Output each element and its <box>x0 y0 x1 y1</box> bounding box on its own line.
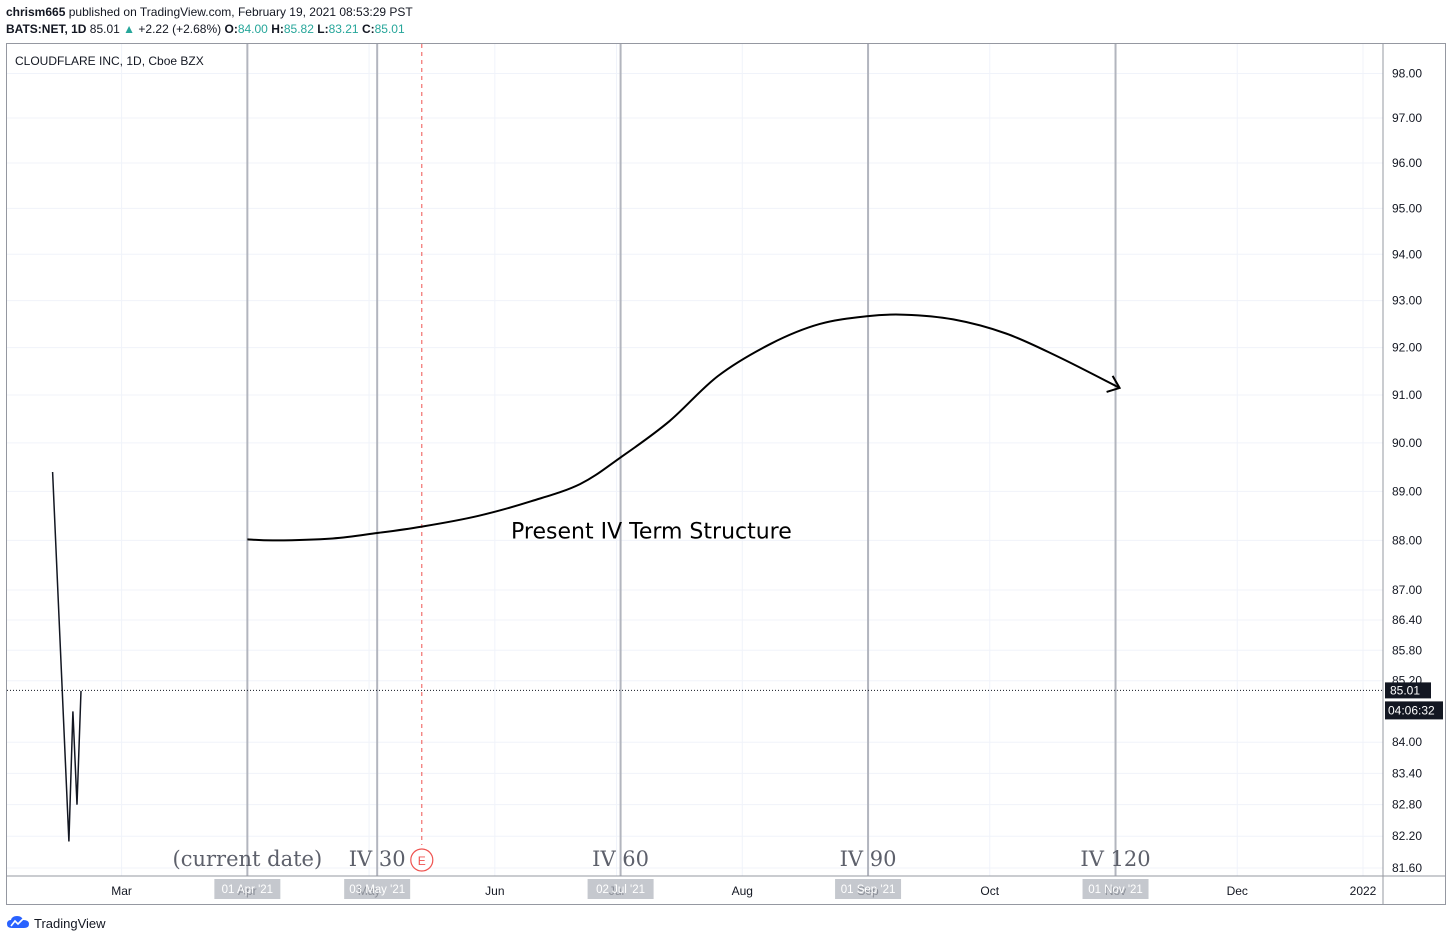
earnings-marker: E <box>410 44 434 872</box>
term-structure-label: Present IV Term Structure <box>511 519 792 544</box>
price-tick-label: 97.00 <box>1392 111 1422 125</box>
marker-date-label: 01 Sep '21 <box>841 884 896 896</box>
published-text: published on TradingView.com, February 1… <box>68 5 413 19</box>
last-price-tag <box>1385 682 1431 699</box>
symbol-legend: BATS:NET, 1D 85.01 ▲ +2.22 (+2.68%) O:84… <box>6 22 405 36</box>
time-tick-label: Oct <box>980 884 999 898</box>
marker-date-label: 01 Apr '21 <box>222 884 273 896</box>
change-arrow-icon: ▲ <box>123 22 136 36</box>
term-structure-path <box>247 313 1121 542</box>
price-tick-label: 89.00 <box>1392 484 1422 498</box>
last-price: 85.01 <box>89 22 120 36</box>
price-tick-label: 90.00 <box>1392 436 1422 450</box>
chart-title: CLOUDFLARE INC, 1D, Cboe BZX <box>15 54 204 68</box>
time-tick-label: Dec <box>1227 884 1248 898</box>
low-value: 83.21 <box>328 22 359 36</box>
price-tick-label: 81.60 <box>1392 861 1422 875</box>
time-tick-label: Jun <box>485 884 504 898</box>
price-tick-label: 95.00 <box>1392 201 1422 215</box>
chart-frame <box>6 43 1446 905</box>
open-key: O: <box>224 22 238 36</box>
marker-date-tag <box>214 879 281 899</box>
close-value: 85.01 <box>374 22 405 36</box>
marker-annotation: IV 60 <box>592 847 649 871</box>
countdown-tag <box>1385 701 1443 720</box>
marker-annotation: (current date) <box>173 847 323 871</box>
marker-axis-labels: 01 Apr '21 03 May '21 02 Jul '21 01 Sep '21… <box>214 879 1149 899</box>
price-tick-label: 86.40 <box>1392 613 1422 627</box>
price-series <box>51 471 82 842</box>
price-tick-label: 94.00 <box>1392 247 1422 261</box>
grid-lines <box>7 44 1383 876</box>
vertical-marker-lines <box>246 44 1117 876</box>
marker-date-label: 02 Jul '21 <box>596 884 645 896</box>
tradingview-brand[interactable]: TradingView <box>6 914 106 932</box>
high-value: 85.82 <box>283 22 314 36</box>
marker-annotation: IV 90 <box>840 847 897 871</box>
publish-info: chrism665 published on TradingView.com, … <box>6 5 413 19</box>
marker-date-tag <box>344 879 411 899</box>
marker-annotation: IV 30 <box>349 847 406 871</box>
time-tick-label: 2022 <box>1350 884 1377 898</box>
price-tick-label: 87.00 <box>1392 583 1422 597</box>
tradingview-logo-icon <box>7 916 29 928</box>
price-tick-label: 93.00 <box>1392 294 1422 308</box>
countdown-tag-label: 04:06:32 <box>1388 703 1435 717</box>
marker-date-label: 03 May '21 <box>349 884 405 896</box>
term-structure-curve: Present IV Term Structure <box>247 313 1122 544</box>
price-tick-label: 82.80 <box>1392 798 1422 812</box>
price-line <box>51 471 82 842</box>
price-tick-label: 92.00 <box>1392 341 1422 355</box>
time-tick-label: Aug <box>732 884 753 898</box>
price-tick-label: 98.00 <box>1392 67 1422 81</box>
price-tick-label: 85.80 <box>1392 643 1422 657</box>
price-tags: 85.01 04:06:32 <box>1385 682 1443 720</box>
open-value: 84.00 <box>237 22 268 36</box>
price-tick-label: 96.00 <box>1392 156 1422 170</box>
price-tick-label: 82.20 <box>1392 829 1422 843</box>
close-key: C: <box>361 22 375 36</box>
symbol-label: BATS:NET, 1D <box>6 22 87 36</box>
price-tick-label: 84.00 <box>1392 735 1422 749</box>
last-price-tag-label: 85.01 <box>1390 683 1420 697</box>
price-tick-label: 88.00 <box>1392 533 1422 547</box>
marker-date-tag <box>835 879 902 899</box>
price-change: +2.22 (+2.68%) <box>138 22 222 36</box>
marker-annotations: (current date) IV 30 IV 60 IV 90 IV 120 <box>173 847 1151 871</box>
time-axis[interactable]: MarAprMayJunJulAugSepOctNovDec2022 <box>111 884 1376 898</box>
price-tick-label: 83.40 <box>1392 766 1422 780</box>
marker-date-label: 01 Nov '21 <box>1088 884 1143 896</box>
low-key: L: <box>317 22 329 36</box>
term-structure-arrowhead <box>1106 375 1122 393</box>
marker-annotation: IV 120 <box>1080 847 1150 871</box>
price-tick-label: 91.00 <box>1392 388 1422 402</box>
marker-date-tag <box>587 879 654 899</box>
earnings-badge-label: E <box>418 854 426 868</box>
high-key: H: <box>271 22 284 36</box>
earnings-badge <box>410 848 434 872</box>
marker-date-tag <box>1082 879 1149 899</box>
price-axis[interactable]: 98.00 97.00 96.00 95.00 94.00 93.00 92.00 91.00… <box>1392 67 1422 876</box>
time-tick-label: Mar <box>111 884 132 898</box>
brand-name: TradingView <box>34 915 106 931</box>
publisher-name[interactable]: chrism665 <box>6 5 66 19</box>
